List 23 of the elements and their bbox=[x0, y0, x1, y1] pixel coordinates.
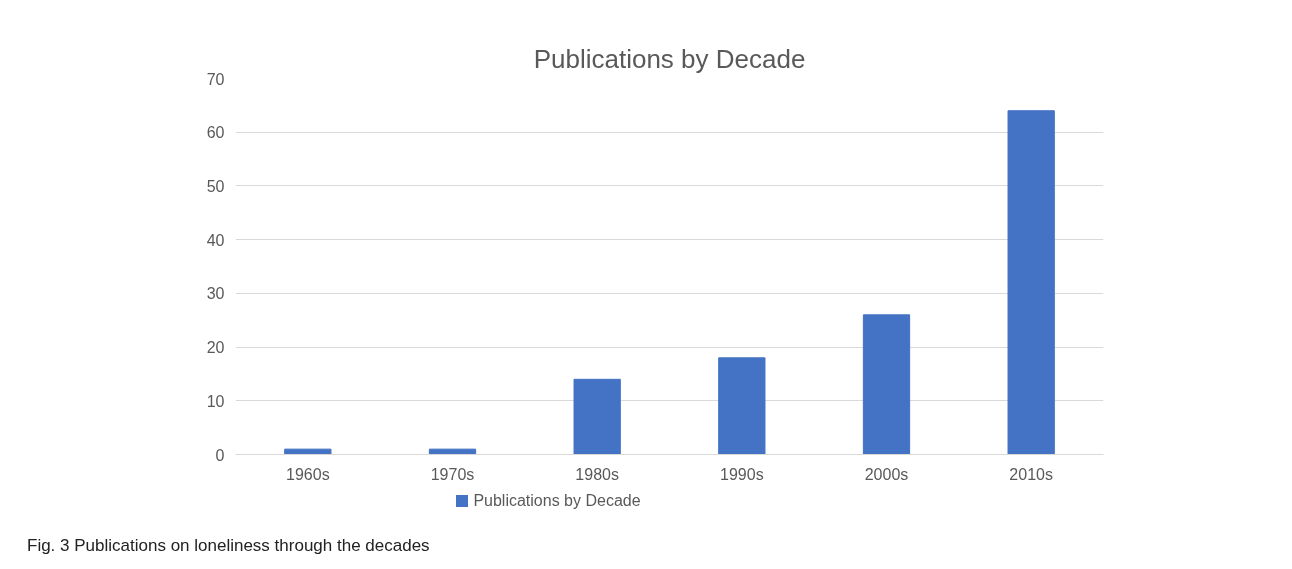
bar bbox=[428, 448, 477, 455]
x-tick-label: 1980s bbox=[575, 465, 619, 483]
bar bbox=[284, 448, 332, 455]
y-tick-label: 20 bbox=[206, 339, 225, 357]
caption: Fig. 3 Publications on loneliness through the decades bbox=[26, 535, 430, 557]
legend-label: Publications by Decade bbox=[473, 492, 641, 509]
x-tick-label: 2000s bbox=[864, 465, 909, 483]
x-tick-label: 2010s bbox=[1009, 465, 1053, 483]
bar bbox=[573, 378, 621, 455]
y-tick-label: 30 bbox=[206, 285, 225, 303]
bar bbox=[1007, 110, 1055, 455]
bar bbox=[718, 357, 766, 455]
y-tick-label: 60 bbox=[206, 124, 225, 142]
y-tick-label: 50 bbox=[206, 177, 225, 195]
y-tick-label: 10 bbox=[206, 392, 225, 410]
x-tick-label: 1990s bbox=[720, 465, 764, 483]
x-tick-label: 1970s bbox=[430, 465, 475, 483]
bar bbox=[862, 314, 911, 455]
chart-title: Publications by Decade bbox=[533, 43, 806, 74]
y-tick-label: 70 bbox=[206, 70, 225, 88]
x-tick-label: 1960s bbox=[286, 465, 330, 483]
y-tick-label: 0 bbox=[215, 446, 225, 464]
y-tick-label: 40 bbox=[206, 231, 225, 249]
